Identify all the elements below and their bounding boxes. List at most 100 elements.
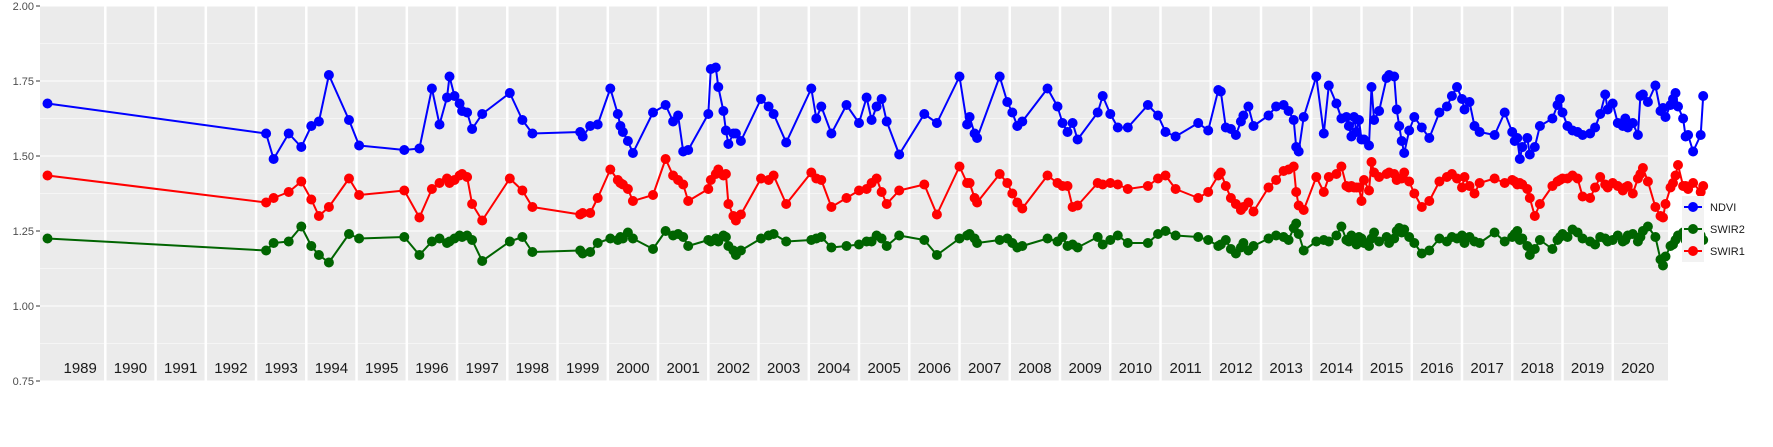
data-point-swir2 — [1331, 230, 1342, 241]
data-point-ndvi — [1678, 113, 1689, 124]
data-point-ndvi — [703, 109, 714, 119]
legend-label-ndvi: NDVI — [1710, 202, 1736, 214]
data-point-swir1 — [414, 212, 425, 223]
data-point-ndvi — [876, 94, 887, 104]
data-point-swir1 — [1042, 170, 1053, 181]
data-point-ndvi — [1215, 86, 1226, 97]
data-point-ndvi — [1105, 109, 1116, 119]
data-point-swir1 — [1452, 173, 1462, 184]
data-point-swir2 — [283, 236, 294, 247]
data-point-swir1 — [1688, 178, 1699, 188]
data-point-ndvi — [1007, 107, 1018, 118]
data-point-ndvi — [323, 70, 334, 80]
year-label: 1992 — [214, 360, 247, 377]
data-point-swir1 — [1637, 163, 1648, 173]
data-point-ndvi — [1122, 122, 1133, 133]
data-point-ndvi — [871, 101, 882, 112]
data-point-swir1 — [1193, 193, 1204, 203]
data-point-swir1 — [1660, 199, 1671, 209]
data-point-ndvi — [683, 145, 694, 155]
data-point-swir2 — [894, 230, 905, 241]
data-point-ndvi — [1446, 91, 1457, 101]
legend-label-swir2: SWIR2 — [1710, 224, 1745, 236]
data-point-swir2 — [1271, 230, 1282, 241]
data-point-swir2 — [1424, 245, 1435, 256]
data-point-swir2 — [323, 257, 334, 268]
data-point-ndvi — [1512, 133, 1523, 143]
data-point-swir1 — [323, 202, 334, 212]
data-point-ndvi — [1364, 140, 1374, 151]
data-point-ndvi — [283, 128, 294, 139]
data-point-ndvi — [1434, 107, 1445, 118]
year-label: 1995 — [365, 360, 398, 377]
data-point-ndvi — [1057, 118, 1068, 128]
data-point-ndvi — [1263, 110, 1274, 121]
data-point-swir1 — [1215, 167, 1226, 178]
year-label: 1999 — [566, 360, 599, 377]
y-tick-label: 0.75 — [13, 376, 34, 388]
data-point-swir1 — [1298, 205, 1309, 215]
year-label: 2003 — [767, 360, 800, 377]
data-point-ndvi — [1600, 89, 1611, 100]
data-point-ndvi — [718, 106, 729, 116]
data-point-swir2 — [1562, 232, 1573, 242]
year-label: 2018 — [1521, 360, 1554, 377]
data-point-swir1 — [1354, 182, 1364, 193]
data-point-ndvi — [1396, 136, 1407, 146]
data-point-swir2 — [854, 239, 864, 250]
data-point-ndvi — [1424, 133, 1435, 143]
data-point-swir1 — [1658, 212, 1668, 223]
data-point-ndvi — [1391, 104, 1402, 115]
data-point-swir1 — [517, 185, 528, 196]
legend-key-point-ndvi — [1688, 202, 1698, 212]
data-point-ndvi — [1323, 80, 1334, 91]
data-point-swir2 — [517, 232, 528, 242]
data-point-swir1 — [703, 184, 714, 194]
data-point-ndvi — [735, 136, 746, 146]
data-point-ndvi — [1642, 97, 1653, 107]
data-point-swir2 — [1142, 238, 1153, 248]
data-point-swir2 — [1193, 232, 1204, 242]
data-point-ndvi — [1097, 91, 1108, 101]
data-point-swir2 — [1042, 233, 1053, 244]
data-point-ndvi — [1203, 125, 1214, 136]
data-point-ndvi — [1354, 115, 1364, 125]
y-tick-label: 1.00 — [13, 301, 34, 313]
data-point-ndvi — [1695, 130, 1706, 140]
data-point-swir2 — [1311, 236, 1322, 247]
year-label: 2006 — [918, 360, 951, 377]
data-point-swir1 — [306, 194, 317, 205]
data-point-swir2 — [1291, 218, 1302, 229]
data-point-swir1 — [605, 164, 616, 175]
y-tick-label: 1.25 — [13, 226, 34, 238]
data-point-swir1 — [1522, 184, 1533, 194]
data-point-ndvi — [1248, 121, 1259, 131]
data-point-ndvi — [1627, 118, 1638, 128]
data-point-swir2 — [1658, 260, 1668, 271]
data-point-swir1 — [268, 193, 279, 203]
data-point-ndvi — [1369, 115, 1380, 125]
data-point-ndvi — [1459, 104, 1470, 115]
data-point-swir2 — [1160, 226, 1171, 236]
data-point-ndvi — [426, 83, 437, 94]
data-point-swir2 — [1374, 236, 1385, 247]
data-point-ndvi — [1683, 130, 1694, 140]
data-point-ndvi — [414, 143, 425, 154]
data-point-ndvi — [854, 118, 864, 128]
data-point-ndvi — [1557, 107, 1568, 118]
data-point-swir2 — [1627, 229, 1638, 239]
data-point-swir1 — [296, 176, 307, 187]
data-point-ndvi — [1534, 121, 1545, 131]
y-axis: 0.75 1.00 1.25 1.50 1.75 2.00 — [13, 1, 40, 388]
data-point-swir1 — [1105, 178, 1116, 188]
year-label: 1991 — [164, 360, 197, 377]
data-point-swir2 — [1650, 232, 1661, 242]
data-point-ndvi — [1341, 112, 1352, 122]
data-point-swir1 — [1595, 172, 1606, 182]
data-point-swir1 — [426, 184, 437, 194]
data-point-swir1 — [1331, 169, 1342, 179]
data-point-ndvi — [713, 82, 724, 92]
data-point-swir1 — [1469, 188, 1480, 199]
data-point-ndvi — [964, 112, 975, 122]
data-point-swir2 — [1336, 221, 1347, 232]
